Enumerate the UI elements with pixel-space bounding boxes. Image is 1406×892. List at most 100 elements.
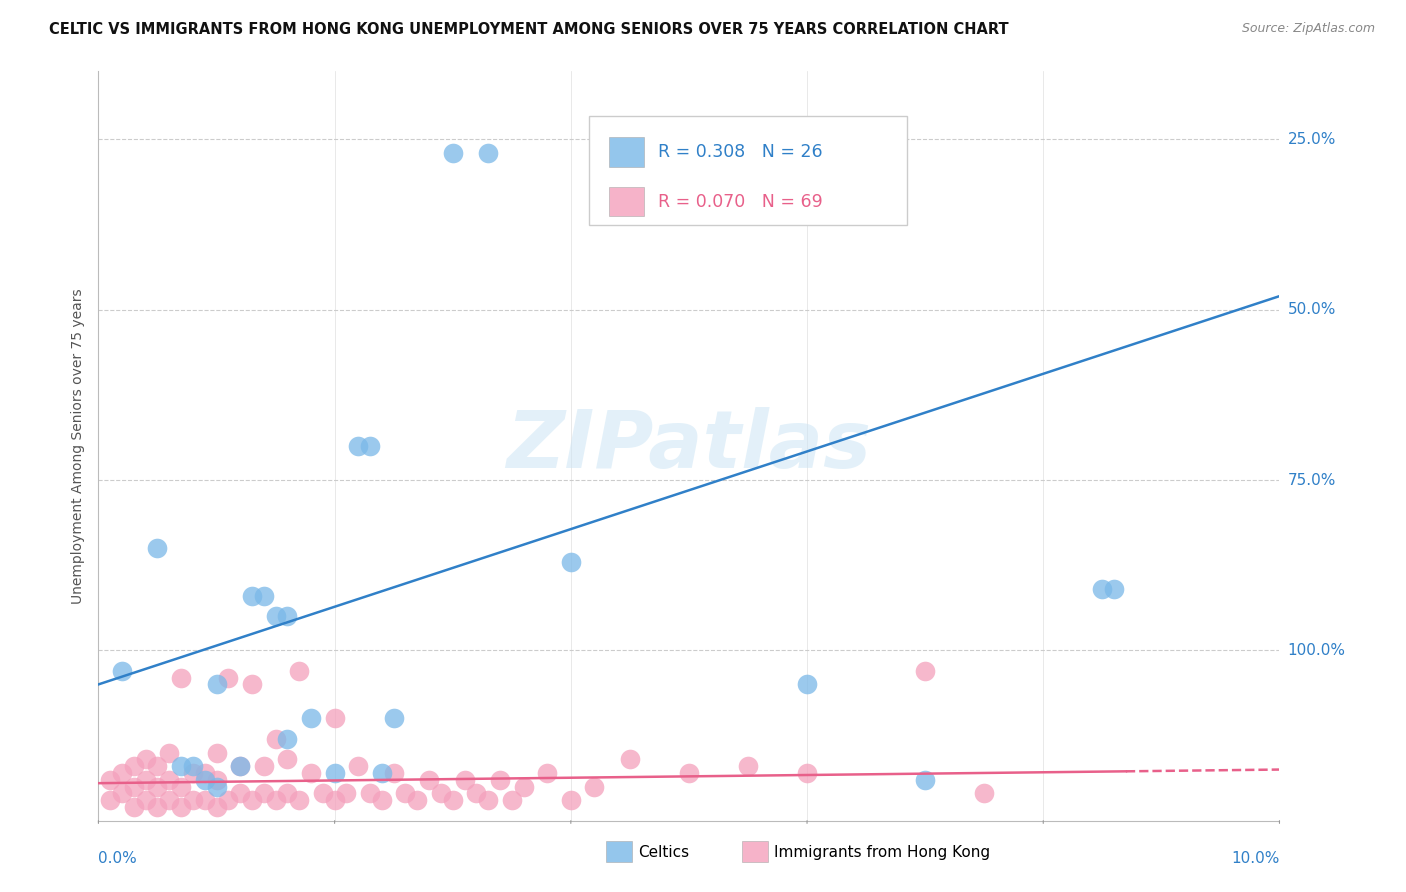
Point: [157, 793, 180, 807]
Point: [441, 146, 464, 161]
Point: [135, 772, 157, 787]
Point: [146, 541, 169, 556]
Text: 10.0%: 10.0%: [1232, 851, 1279, 866]
FancyBboxPatch shape: [589, 116, 907, 225]
Text: ZIPatlas: ZIPatlas: [506, 407, 872, 485]
Point: [501, 793, 523, 807]
Point: [111, 664, 134, 678]
Point: [253, 589, 276, 603]
Text: 25.0%: 25.0%: [1288, 132, 1336, 147]
Point: [335, 786, 357, 800]
Point: [111, 786, 134, 800]
Point: [229, 759, 252, 773]
Point: [973, 786, 995, 800]
Point: [359, 786, 381, 800]
Point: [430, 786, 453, 800]
Text: R = 0.070   N = 69: R = 0.070 N = 69: [658, 193, 823, 211]
Point: [264, 731, 287, 746]
Point: [477, 793, 499, 807]
Point: [157, 746, 180, 760]
Point: [489, 772, 512, 787]
Point: [914, 664, 936, 678]
Point: [441, 793, 464, 807]
Point: [914, 772, 936, 787]
Text: Celtics: Celtics: [638, 846, 689, 861]
Point: [276, 609, 298, 624]
Point: [560, 555, 582, 569]
Point: [205, 780, 228, 794]
Point: [194, 772, 217, 787]
Text: 75.0%: 75.0%: [1288, 473, 1336, 488]
Text: 100.0%: 100.0%: [1288, 643, 1346, 657]
Point: [146, 759, 169, 773]
Point: [619, 752, 641, 766]
Point: [157, 772, 180, 787]
Point: [418, 772, 440, 787]
Point: [205, 772, 228, 787]
Point: [170, 759, 193, 773]
Point: [135, 793, 157, 807]
Point: [323, 793, 346, 807]
Point: [122, 780, 145, 794]
FancyBboxPatch shape: [606, 841, 633, 862]
Point: [170, 671, 193, 685]
Point: [796, 766, 818, 780]
Text: CELTIC VS IMMIGRANTS FROM HONG KONG UNEMPLOYMENT AMONG SENIORS OVER 75 YEARS COR: CELTIC VS IMMIGRANTS FROM HONG KONG UNEM…: [49, 22, 1010, 37]
Point: [560, 793, 582, 807]
Point: [264, 793, 287, 807]
Point: [98, 772, 121, 787]
Point: [170, 780, 193, 794]
Point: [217, 793, 239, 807]
Text: Immigrants from Hong Kong: Immigrants from Hong Kong: [773, 846, 990, 861]
Point: [194, 793, 217, 807]
Point: [240, 589, 263, 603]
Point: [135, 752, 157, 766]
Point: [465, 786, 488, 800]
Point: [371, 793, 394, 807]
Point: [276, 786, 298, 800]
Point: [146, 800, 169, 814]
Point: [1091, 582, 1114, 596]
Point: [146, 780, 169, 794]
Point: [264, 609, 287, 624]
Point: [170, 800, 193, 814]
Point: [122, 800, 145, 814]
Point: [276, 752, 298, 766]
FancyBboxPatch shape: [609, 137, 644, 167]
Point: [181, 759, 204, 773]
Point: [194, 766, 217, 780]
Point: [737, 759, 759, 773]
Text: 0.0%: 0.0%: [98, 851, 138, 866]
Point: [229, 759, 252, 773]
Point: [312, 786, 335, 800]
Point: [181, 793, 204, 807]
Point: [678, 766, 700, 780]
Point: [323, 766, 346, 780]
Y-axis label: Unemployment Among Seniors over 75 years: Unemployment Among Seniors over 75 years: [70, 288, 84, 604]
Point: [1102, 582, 1125, 596]
Point: [205, 800, 228, 814]
Text: 50.0%: 50.0%: [1288, 302, 1336, 318]
Point: [371, 766, 394, 780]
Point: [111, 766, 134, 780]
Point: [217, 671, 239, 685]
FancyBboxPatch shape: [742, 841, 768, 862]
Point: [240, 793, 263, 807]
Point: [205, 746, 228, 760]
Point: [288, 793, 311, 807]
Point: [253, 786, 276, 800]
Point: [512, 780, 534, 794]
Point: [406, 793, 429, 807]
Point: [288, 664, 311, 678]
Point: [229, 786, 252, 800]
Point: [453, 772, 475, 787]
Point: [253, 759, 276, 773]
Point: [382, 711, 405, 725]
Point: [122, 759, 145, 773]
Text: Source: ZipAtlas.com: Source: ZipAtlas.com: [1241, 22, 1375, 36]
Point: [299, 711, 322, 725]
Point: [98, 793, 121, 807]
Point: [382, 766, 405, 780]
Point: [536, 766, 558, 780]
Point: [323, 711, 346, 725]
